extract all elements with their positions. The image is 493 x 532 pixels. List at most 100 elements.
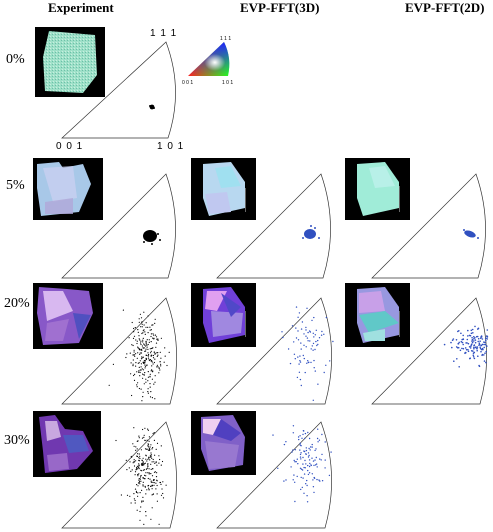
- orientation-point: [464, 347, 467, 349]
- orientation-point: [299, 449, 301, 451]
- orientation-point: [478, 343, 481, 346]
- orientation-point: [472, 350, 474, 352]
- ipf-tick-111: 1 1 1: [150, 28, 178, 39]
- orientation-point: [137, 495, 139, 497]
- orientation-point: [303, 450, 305, 452]
- orientation-point: [152, 354, 154, 357]
- orientation-point: [481, 338, 484, 340]
- orientation-point: [311, 319, 313, 322]
- orientation-point: [472, 356, 475, 358]
- orientation-point: [305, 346, 307, 348]
- orientation-point: [135, 491, 138, 493]
- orientation-point: [312, 486, 315, 488]
- orientation-point: [148, 440, 150, 442]
- orientation-point: [150, 473, 152, 475]
- orientation-point: [149, 459, 151, 461]
- orientation-point: [136, 342, 138, 345]
- orientation-point: [145, 343, 147, 345]
- orientation-point: [324, 441, 326, 443]
- orientation-point: [151, 369, 153, 371]
- orientation-point: [470, 332, 473, 335]
- orientation-point: [309, 449, 311, 451]
- orientation-point: [133, 379, 136, 381]
- orientation-point: [145, 468, 147, 470]
- orientation-point: [136, 357, 138, 359]
- orientation-point: [314, 334, 316, 336]
- orientation-point: [313, 336, 315, 338]
- orientation-point: [305, 335, 307, 337]
- orientation-point: [146, 448, 148, 450]
- orientation-point: [299, 453, 302, 456]
- orientation-point: [150, 452, 152, 454]
- orientation-point: [164, 347, 166, 349]
- orientation-point: [148, 341, 150, 343]
- orientation-point: [301, 469, 304, 471]
- orientation-point: [136, 465, 138, 467]
- orientation-point: [131, 344, 133, 346]
- orientation-point: [295, 327, 297, 329]
- orientation-point: [138, 481, 140, 483]
- orientation-point: [311, 457, 313, 459]
- orientation-point: [480, 336, 483, 338]
- orientation-point: [142, 396, 144, 398]
- orientation-point: [156, 472, 158, 474]
- orientation-point: [156, 500, 158, 502]
- orientation-point: [125, 356, 127, 359]
- orientation-point: [140, 369, 142, 371]
- orientation-point: [132, 359, 134, 361]
- orientation-point: [477, 355, 479, 357]
- orientation-point: [152, 324, 154, 326]
- orientation-point: [130, 502, 132, 504]
- orientation-point: [162, 497, 165, 499]
- orientation-point: [144, 367, 146, 369]
- orientation-point: [310, 446, 312, 448]
- orientation-point: [471, 336, 473, 339]
- orientation-point: [147, 443, 149, 445]
- orientation-point: [147, 445, 149, 447]
- orientation-point: [298, 363, 300, 365]
- orientation-point: [473, 338, 475, 340]
- orientation-point: [473, 348, 475, 350]
- orientation-point: [129, 461, 131, 463]
- orientation-point: [145, 381, 147, 383]
- orientation-point: [147, 444, 150, 446]
- orientation-point: [464, 351, 467, 354]
- orientation-point: [168, 351, 170, 353]
- orientation-point: [150, 333, 152, 335]
- orientation-point: [140, 388, 142, 390]
- orientation-point: [155, 346, 157, 348]
- orientation-point: [144, 372, 146, 374]
- orientation-point: [147, 326, 149, 328]
- orientation-point: [135, 446, 137, 448]
- legend-tick-111: 1 1 1: [220, 36, 232, 42]
- orientation-point: [314, 464, 317, 466]
- orientation-point: [312, 460, 315, 462]
- orientation-point: [469, 347, 472, 349]
- orientation-point: [153, 461, 155, 463]
- orientation-point: [143, 383, 145, 385]
- orientation-point: [297, 330, 299, 332]
- orientation-point: [306, 362, 308, 364]
- ipf-evp2d-5: [370, 172, 493, 280]
- orientation-point: [304, 467, 306, 469]
- orientation-point: [125, 459, 127, 461]
- orientation-point: [147, 465, 149, 468]
- orientation-point: [485, 350, 487, 353]
- orientation-point: [140, 342, 142, 344]
- orientation-point: [301, 486, 303, 489]
- orientation-point: [308, 330, 311, 332]
- orientation-point: [137, 482, 140, 484]
- orientation-point: [147, 376, 149, 378]
- orientation-point: [141, 326, 143, 328]
- orientation-point: [138, 465, 140, 467]
- orientation-point: [314, 370, 316, 372]
- orientation-point: [140, 358, 143, 360]
- orientation-point: [458, 341, 460, 344]
- orientation-point: [148, 339, 150, 341]
- orientation-point: [144, 427, 146, 429]
- orientation-point: [157, 338, 159, 340]
- orientation-point: [324, 459, 326, 461]
- orientation-point: [151, 507, 153, 509]
- orientation-point: [292, 432, 294, 434]
- orientation-point: [147, 371, 149, 373]
